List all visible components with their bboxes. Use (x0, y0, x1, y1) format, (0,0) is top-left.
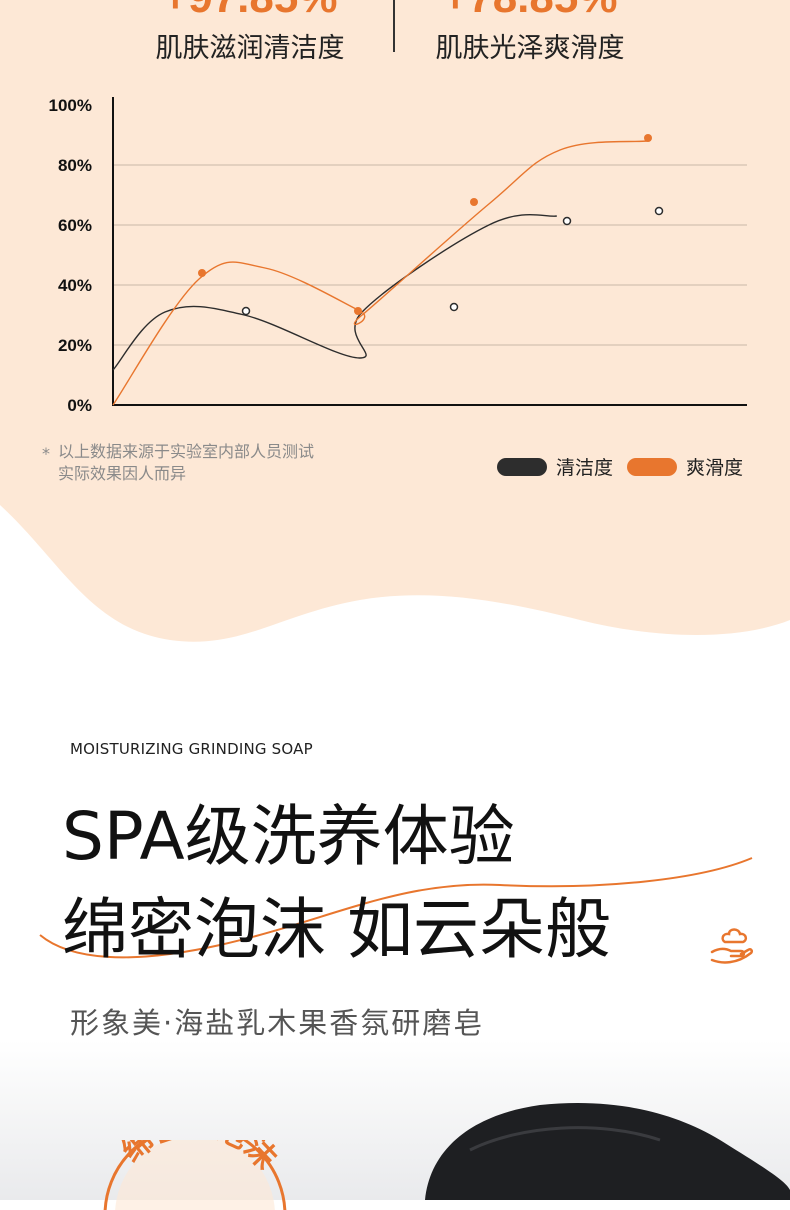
y-tick-label: 80% (58, 156, 92, 175)
stat-smoothness-value: +78.85% (380, 0, 680, 20)
peach-background (0, 0, 790, 642)
headline-line-1: SPA级洗养体验 (62, 798, 515, 875)
english-tagline: MOISTURIZING GRINDING SOAP (70, 740, 313, 758)
decorative-swoosh (39, 857, 753, 959)
note-asterisk: * (42, 444, 50, 463)
series-line-smoothness (112, 140, 648, 406)
headline-line-2: 绵密泡沫 如云朵般 (62, 891, 611, 968)
chart-grid (113, 164, 747, 346)
legend-label-cleanliness: 清洁度 (556, 457, 614, 479)
stat-cleanliness-value: +97.85% (100, 0, 400, 20)
point-smoothness (354, 307, 362, 315)
y-tick-label: 40% (58, 276, 92, 295)
stat-cleanliness-label: 肌肤滋润清洁度 (155, 33, 345, 64)
legend-swatch-dark (497, 457, 547, 476)
series-line-cleanliness (112, 213, 557, 371)
point-smoothness (198, 269, 206, 277)
model-photo (0, 1040, 790, 1200)
stat-smoothness: +78.85% 肌肤光泽爽滑度 (380, 0, 680, 79)
point-cleanliness (449, 302, 459, 312)
product-subtitle: 形象美·海盐乳木果香氛研磨皂 (70, 1006, 485, 1040)
line-chart: 100% 80% 60% 40% 20% 0% (49, 96, 747, 415)
y-axis-ticks: 100% 80% 60% 40% 20% 0% (49, 96, 92, 415)
y-tick-label: 60% (58, 216, 92, 235)
series-points (198, 134, 664, 316)
y-tick-label: 20% (58, 336, 92, 355)
y-tick-label: 100% (49, 96, 92, 115)
y-tick-label: 0% (67, 396, 92, 415)
foam-badge: 绵密的泡沫 (103, 1140, 287, 1210)
note-line-1: 以上数据来源于实验室内部人员测试 (58, 442, 315, 461)
point-cleanliness (241, 306, 251, 316)
point-smoothness (644, 134, 652, 142)
note-line-2: 实际效果因人而异 (58, 464, 187, 483)
legend-swatch-orange (627, 457, 677, 476)
stat-smoothness-label: 肌肤光泽爽滑度 (435, 33, 625, 64)
legend-cleanliness: 清洁度 (497, 453, 613, 480)
point-cleanliness (562, 216, 572, 226)
legend-label-smoothness: 爽滑度 (686, 457, 744, 479)
point-cleanliness (654, 206, 664, 216)
stat-cleanliness: +97.85% 肌肤滋润清洁度 (100, 0, 400, 79)
stat-divider (393, 0, 395, 52)
point-smoothness (470, 198, 478, 206)
foam-hand-icon (710, 928, 754, 964)
legend-smoothness: 爽滑度 (627, 453, 743, 480)
